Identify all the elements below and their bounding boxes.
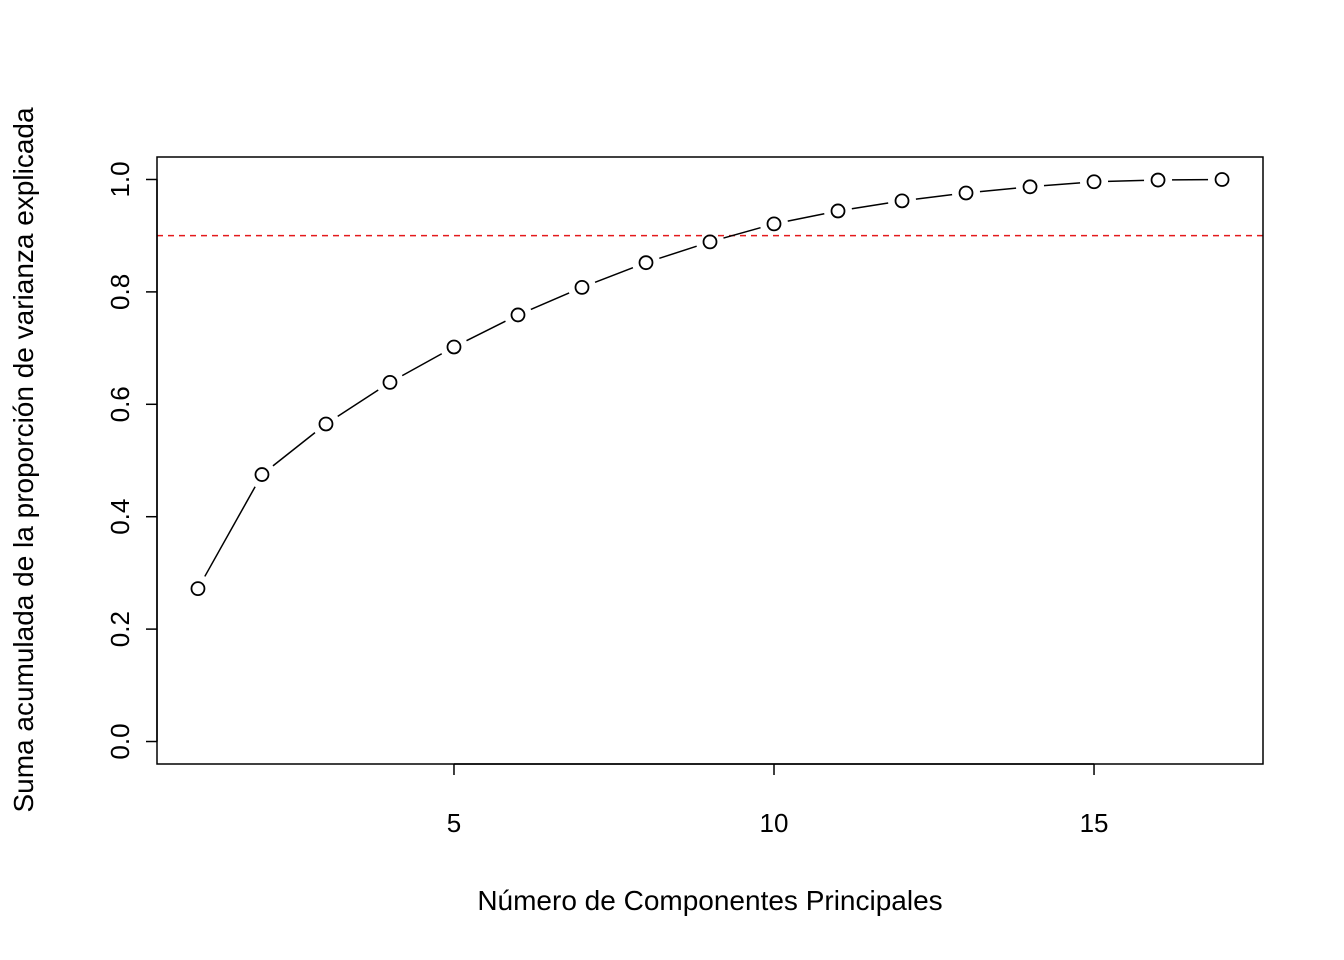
series-line-segment [466,320,506,342]
x-tick-label: 5 [447,808,461,838]
data-point [254,467,270,482]
x-tick-label: 10 [760,808,789,838]
series-line-segment [723,226,761,239]
series-line-segment [1043,182,1081,187]
y-tick-label: 0.8 [105,274,135,310]
series-line-segment [204,486,256,577]
y-tick-label: 0.0 [105,723,135,759]
data-point [382,374,398,390]
data-point [1150,172,1166,188]
data-point [1214,172,1230,187]
series-line-segment [1108,179,1145,183]
series-line-segment [337,389,379,417]
plot-area [157,172,1263,597]
data-point [958,185,974,201]
x-tick-label: 15 [1080,808,1109,838]
series-line-segment [979,187,1017,193]
x-axis: 5 10 15 [447,763,1109,838]
data-point [638,255,654,271]
y-tick-label: 0.6 [105,386,135,422]
y-tick-label: 0.4 [105,499,135,535]
data-point [1022,179,1038,195]
y-tick-label: 0.2 [105,611,135,647]
series-line-segment [272,432,316,467]
data-point [190,581,206,597]
series-line-segment [594,267,634,284]
series-line-segment [915,193,953,200]
series-line-segment [787,212,825,222]
data-point [318,416,334,432]
series-line-segment [530,292,570,311]
y-tick-label: 1.0 [105,161,135,197]
data-point [574,279,590,295]
y-axis-title: Suma acumulada de la proporción de varia… [8,107,39,813]
series-line-segment [851,202,889,210]
series-line-segment [401,353,443,377]
data-point [1086,174,1102,190]
data-point [830,203,846,219]
y-axis: 0.0 0.2 0.4 0.6 0.8 1.0 [105,161,158,760]
data-point [510,307,526,323]
data-point [766,216,782,232]
data-point [894,193,910,209]
data-point [446,339,462,355]
series-line-segment [659,245,697,260]
data-point [702,234,718,250]
x-axis-title: Número de Componentes Principales [477,885,942,916]
